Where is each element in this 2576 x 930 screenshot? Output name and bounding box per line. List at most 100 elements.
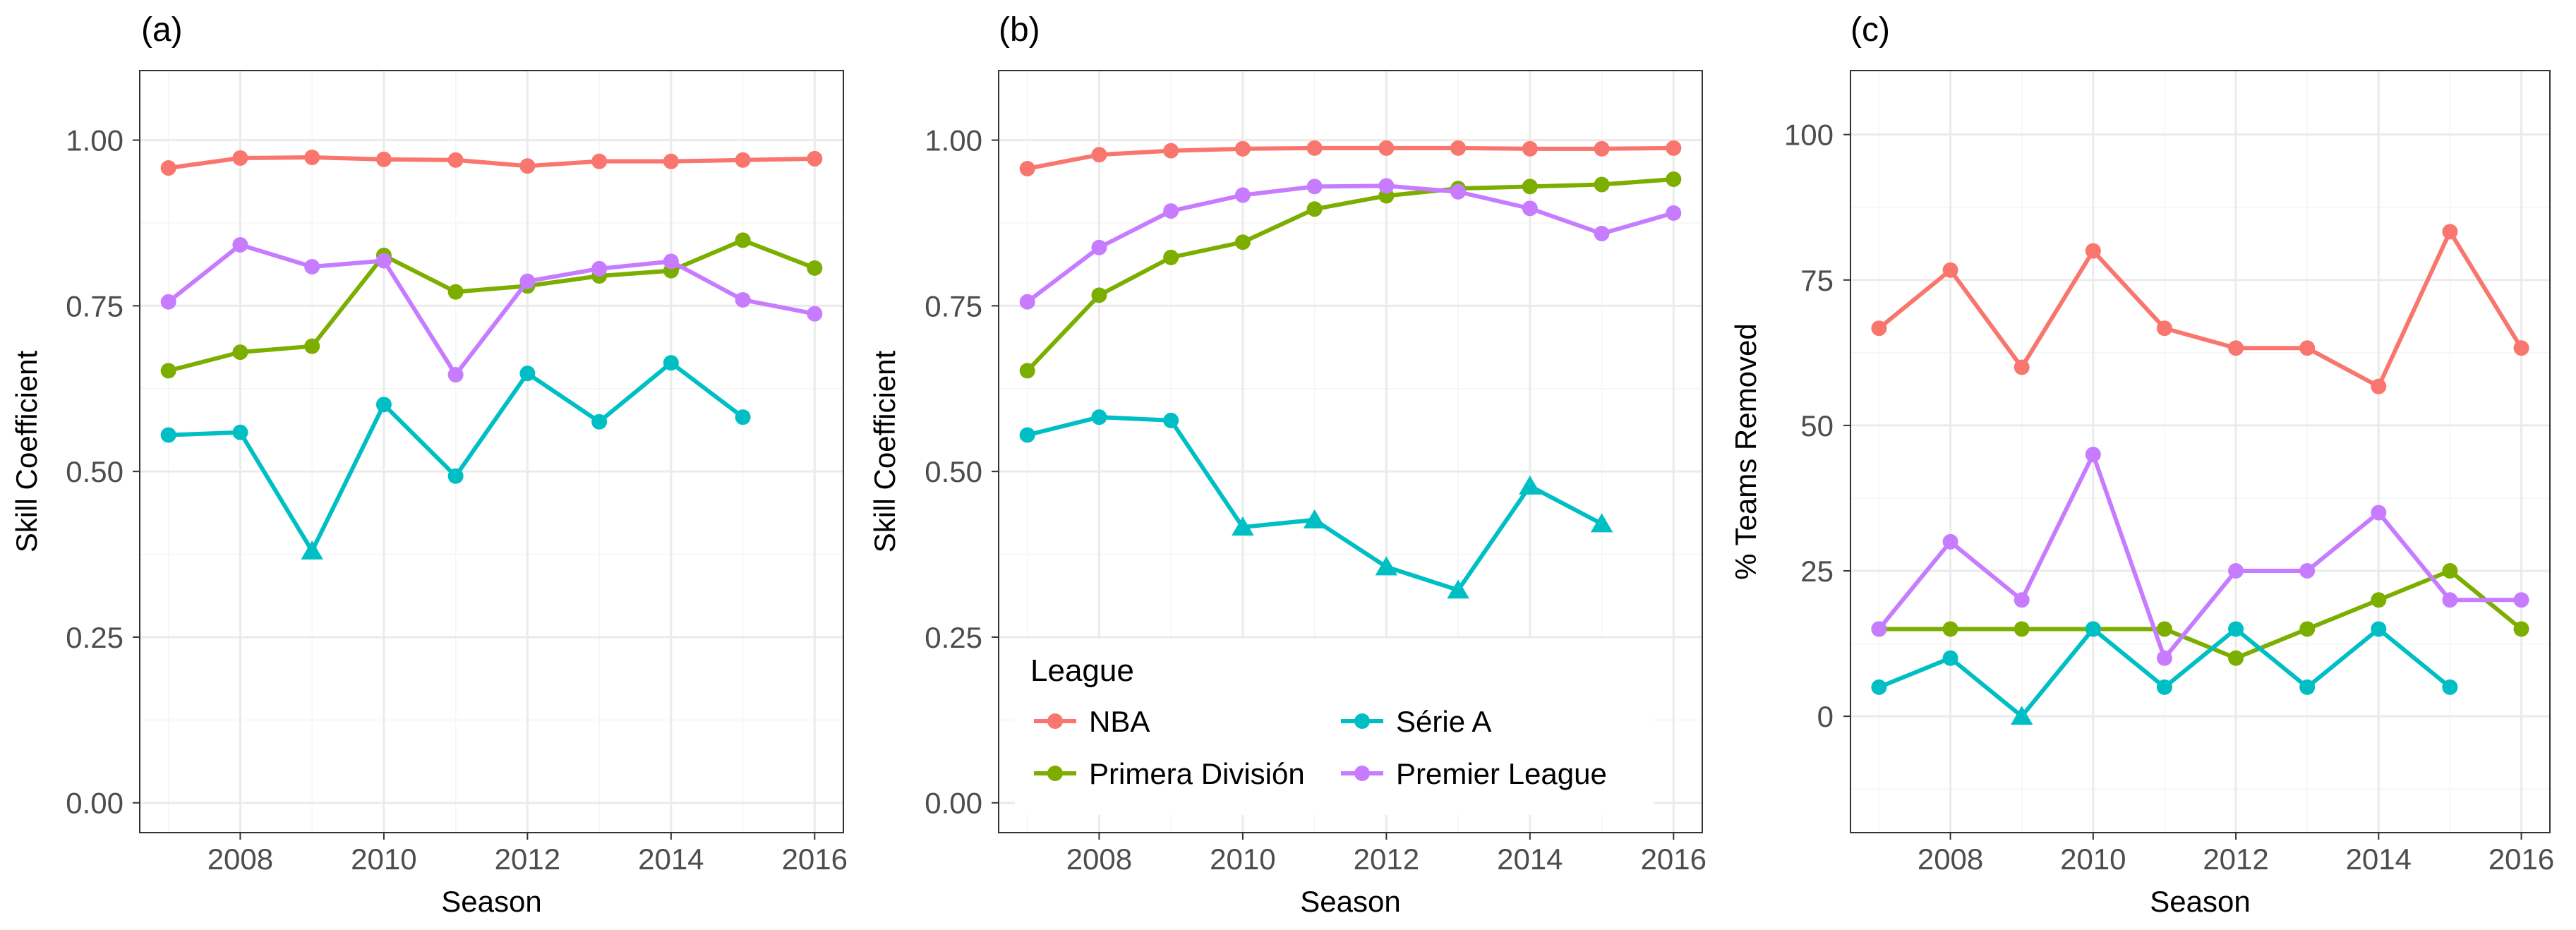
data-point-primera-division-2015 [735, 232, 751, 248]
series-nba [1871, 224, 2529, 394]
data-point-serie-a-2014 [2371, 621, 2387, 637]
legend: League NBA Série A Primera División Premier … [1015, 639, 1654, 815]
data-point-serie-a-2011 [447, 468, 464, 484]
data-point-premier-league-2014 [663, 253, 679, 270]
data-point-nba-2011 [2156, 320, 2172, 337]
data-point-nba-2015 [735, 152, 751, 168]
x-tick-label-2016: 2016 [2488, 843, 2554, 876]
legend-label: Primera División [1089, 757, 1305, 790]
data-point-serie-a-2013 [591, 413, 608, 430]
data-point-nba-2010 [1234, 140, 1251, 157]
y-tick-label-2: 50 [1800, 409, 1834, 442]
panel-label: (a) [141, 11, 183, 49]
x-tick-label-2016: 2016 [782, 843, 848, 876]
data-point-premier-league-2009 [1163, 203, 1179, 219]
data-point-serie-a-2010 [1232, 517, 1254, 536]
x-axis-title: Season [1300, 885, 1400, 918]
data-point-premier-league-2013 [591, 260, 608, 277]
x-tick-label-2008: 2008 [207, 843, 273, 876]
data-point-premier-league-2007 [1019, 294, 1035, 310]
y-tick-label-1: 25 [1800, 555, 1834, 588]
panel-border [998, 70, 1703, 833]
y-tick-label-4: 1.00 [66, 124, 124, 157]
data-point-nba-2007 [1871, 320, 1887, 337]
data-point-serie-a-2015 [735, 409, 751, 425]
data-point-serie-a-2013 [1447, 579, 1469, 599]
data-point-premier-league-2010 [1234, 187, 1251, 203]
data-point-nba-2016 [2513, 340, 2529, 356]
data-point-serie-a-2014 [663, 355, 679, 371]
series-line-nba [1025, 145, 1676, 171]
data-point-primera-division-2007 [1019, 363, 1035, 379]
data-point-nba-2009 [2014, 359, 2030, 375]
data-point-premier-league-2011 [447, 367, 464, 383]
panel-a: 2008 2010 2012 2014 2016 0.00 0.25 0.50 0.75 1.00… [10, 11, 848, 918]
data-point-premier-league-2014 [1522, 200, 1538, 217]
data-point-nba-2008 [1942, 262, 1958, 278]
data-point-premier-league-2013 [2299, 563, 2316, 579]
data-point-premier-league-2015 [1594, 226, 1610, 242]
y-axis-title: Skill Coefficient [10, 350, 43, 552]
legend-key-marker [1354, 766, 1370, 781]
plot-background [140, 71, 843, 833]
series-line-premier-league [1877, 452, 2524, 660]
data-point-premier-league-2016 [1666, 205, 1682, 221]
data-point-premier-league-2008 [1942, 533, 1958, 550]
data-point-primera-division-2009 [1163, 249, 1179, 265]
data-point-serie-a-2012 [1375, 556, 1398, 576]
legend-key-marker [1354, 713, 1370, 729]
data-point-primera-division-2008 [1091, 287, 1107, 303]
data-point-serie-a-2008 [232, 424, 248, 440]
legend-entry-primera-division: Primera División [1034, 757, 1305, 790]
x-tick-label-2012: 2012 [495, 843, 560, 876]
plot-background [1850, 71, 2550, 833]
data-point-premier-league-2007 [1871, 621, 1887, 637]
data-point-primera-division-2011 [2156, 621, 2172, 637]
x-tick-label-2008: 2008 [1066, 843, 1132, 876]
series-premier-league [160, 236, 823, 383]
x-tick-label-2016: 2016 [1641, 843, 1707, 876]
y-tick-label-0: 0 [1817, 700, 1834, 733]
panel-border [1850, 70, 2551, 833]
legend-label: Premier League [1396, 757, 1607, 790]
data-point-premier-league-2011 [2156, 650, 2172, 666]
y-axis-title: % Teams Removed [1729, 323, 1762, 579]
legend-key-marker [1047, 766, 1063, 781]
legend-key-marker [1047, 713, 1063, 729]
series-line-primera-division [1877, 569, 2524, 660]
data-point-nba-2014 [663, 153, 679, 169]
data-point-serie-a-2007 [1019, 427, 1035, 443]
data-point-serie-a-2009 [2010, 706, 2033, 725]
y-axis-title: Skill Coefficient [868, 350, 901, 552]
data-point-nba-2009 [304, 150, 320, 166]
data-point-serie-a-2013 [2299, 679, 2316, 695]
data-point-nba-2007 [1019, 160, 1035, 176]
y-tick-label-1: 0.25 [66, 621, 124, 654]
data-point-serie-a-2008 [1942, 650, 1958, 666]
data-point-premier-league-2016 [2513, 592, 2529, 608]
data-point-serie-a-2015 [1590, 513, 1613, 533]
legend-label: Série A [1396, 705, 1491, 738]
data-point-nba-2015 [1594, 140, 1610, 157]
data-point-serie-a-2007 [1871, 679, 1887, 695]
series-line-primera-division [1025, 177, 1676, 373]
series-line-premier-league [1025, 183, 1676, 304]
data-point-primera-division-2013 [2299, 621, 2316, 637]
panel-c: 2008 2010 2012 2014 2016 0 25 50 75 100 Season % Te… [1729, 11, 2554, 918]
data-point-nba-2016 [807, 150, 823, 167]
data-point-premier-league-2015 [2442, 592, 2458, 608]
data-point-primera-division-2010 [1234, 234, 1251, 250]
panel-border [139, 70, 844, 833]
data-point-primera-division-2015 [1594, 176, 1610, 193]
data-point-nba-2008 [1091, 147, 1107, 163]
series-line-primera-division [166, 238, 817, 373]
data-point-nba-2014 [1522, 140, 1538, 157]
data-point-nba-2011 [1306, 140, 1323, 156]
panel-label: (c) [1850, 11, 1890, 49]
data-point-primera-division-2014 [2371, 592, 2387, 608]
data-point-primera-division-2007 [160, 363, 176, 379]
data-point-primera-division-2015 [2442, 563, 2458, 579]
data-point-nba-2015 [2442, 224, 2458, 240]
data-point-premier-league-2008 [1091, 239, 1107, 255]
data-point-serie-a-2011 [2156, 679, 2172, 695]
